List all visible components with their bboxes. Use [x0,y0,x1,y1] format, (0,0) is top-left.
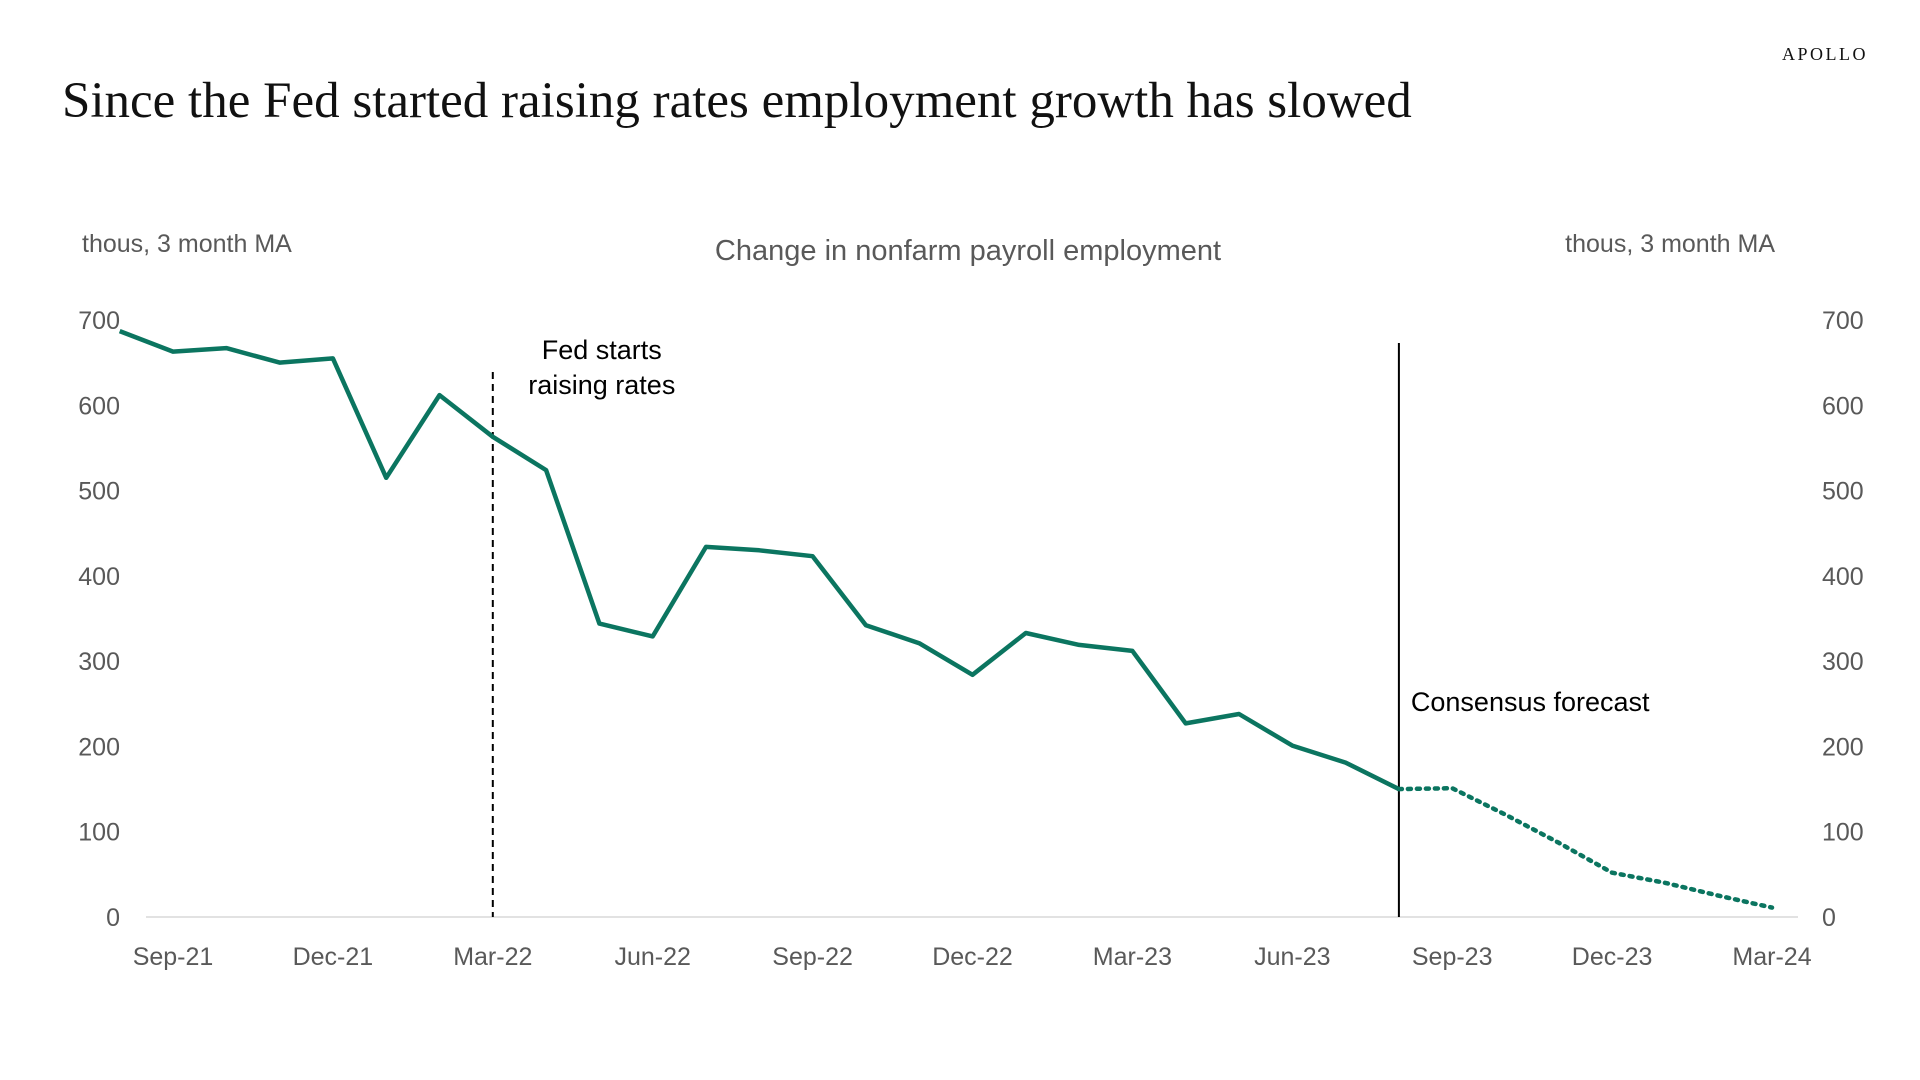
y-tick-label-right: 400 [1822,563,1864,591]
y-tick-label-right: 100 [1822,819,1864,847]
x-tick-label: Dec-23 [1572,943,1653,971]
x-tick-label: Jun-22 [614,943,690,971]
x-tick-label: Mar-22 [453,943,532,971]
y-tick-label-right: 600 [1822,392,1864,420]
y-tick-label-left: 300 [78,648,120,676]
x-tick-label: Mar-24 [1732,943,1811,971]
page-title: Since the Fed started raising rates empl… [62,73,1412,129]
series-layer [118,328,1775,910]
x-tick-label: Sep-23 [1412,943,1493,971]
x-tick-label: Jun-23 [1254,943,1330,971]
y-tick-label-right: 200 [1822,733,1864,761]
fed-hike-annotation-text: raising rates [528,370,675,400]
y-tick-label-left: 100 [78,819,120,847]
forecast-series-line [1396,785,1775,910]
y-tick-label-left: 600 [78,392,120,420]
forecast-annotation-text: Consensus forecast [1411,687,1650,717]
y-tick-label-left: 500 [78,478,120,506]
y-tick-label-left: 400 [78,563,120,591]
y-tick-label-left: 700 [78,307,120,335]
x-tick-label: Mar-23 [1093,943,1172,971]
y-tick-label-right: 300 [1822,648,1864,676]
brand-logo: APOLLO [1782,44,1868,64]
chart-title: Change in nonfarm payroll employment [715,235,1221,267]
x-tick-label: Dec-22 [932,943,1013,971]
x-ticks: Sep-21 Dec-21 Mar-22 Jun-22 Sep-22 Dec-22 Mar-… [133,943,1812,971]
left-axis-label: thous, 3 month MA [82,230,292,258]
x-tick-label: Dec-21 [293,943,374,971]
y-tick-label-left: 200 [78,733,120,761]
annotations: Fed starts raising rates Consensus forecas… [491,335,1650,917]
x-tick-label: Sep-22 [772,943,853,971]
y-tick-label-right: 500 [1822,478,1864,506]
actual-series-line [118,328,1400,792]
right-axis-label: thous, 3 month MA [1565,230,1775,258]
left-y-ticks: 0 100 200 300 400 500 600 700 [78,307,120,932]
y-tick-label-right: 700 [1822,307,1864,335]
y-tick-label-left: 0 [106,904,120,932]
fed-hike-annotation-text: Fed starts [542,335,662,365]
x-tick-label: Sep-21 [133,943,214,971]
right-y-ticks: 0 100 200 300 400 500 600 700 [1822,307,1864,932]
y-tick-label-right: 0 [1822,904,1836,932]
